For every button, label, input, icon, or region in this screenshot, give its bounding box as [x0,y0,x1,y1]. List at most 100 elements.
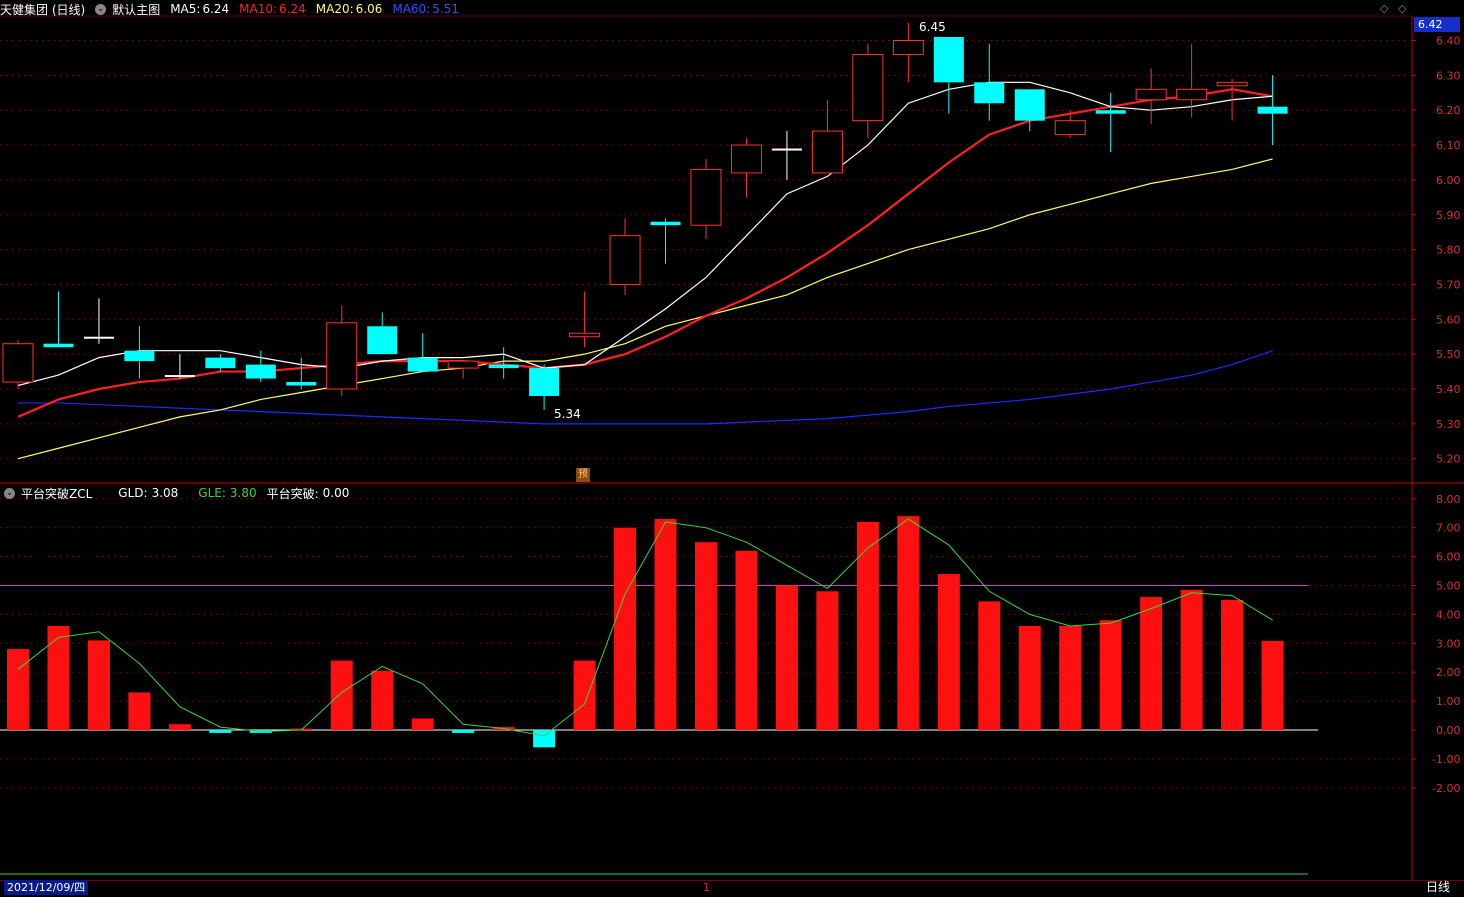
price-tick-label: 5.70 [1436,278,1461,291]
candle-body [124,350,155,362]
ma60-label: MA60: [392,2,431,16]
period-label[interactable]: 日线 [1426,880,1451,894]
indicator-bar [1140,597,1163,730]
price-tick-label: 6.30 [1436,69,1461,82]
candle [1014,89,1045,132]
candle [367,312,398,355]
candle-body [650,221,681,226]
indicator-bar [533,730,556,748]
candle [569,291,601,348]
current-price-tag: 6.42 [1414,17,1460,32]
indicator-name[interactable]: 平台突破ZCL [21,486,93,501]
ma20-line [17,158,1273,460]
chevron-down-icon[interactable]: ⌄ [95,3,107,15]
price-tick-label: 5.50 [1436,348,1461,361]
candle-body [933,37,964,83]
candle [1257,75,1288,146]
indicator-bar [816,591,839,730]
diamond-icon[interactable]: ◇ [1380,2,1389,15]
value-tick-label: 5.00 [1436,580,1461,593]
price-tick-label: 6.40 [1436,35,1461,48]
candle [83,298,114,344]
candle-body [367,326,398,355]
candle-body [771,148,802,151]
price-tick-label: 6.10 [1436,139,1461,152]
candle [609,218,641,295]
stock-name[interactable]: 天健集团 (日线) [0,2,86,17]
candle [974,43,1005,121]
candle-body [609,235,641,285]
candles [2,23,1288,410]
axis-marker: 1 [703,881,710,894]
candle-body [1054,120,1086,136]
template-name[interactable]: 默认主图 [112,2,161,17]
indicator-bar [897,516,920,730]
indicator-bar [1099,620,1122,730]
ma60-line [18,350,1273,425]
candle [771,131,802,180]
ma5-value: 6.24 [202,2,230,16]
candle [529,364,560,410]
candle-body [569,332,601,338]
ma20-value: 6.06 [355,2,383,16]
ma-lines [17,81,1273,460]
candle-body [83,336,114,339]
price-tick-label: 6.20 [1436,104,1461,117]
candle [326,305,358,396]
indicator-bar [87,640,110,730]
price-tick-label: 5.40 [1436,383,1461,396]
indicator-bar [452,730,475,733]
candle [730,138,762,198]
indicator-bar [1018,625,1041,730]
indicator-bar [1059,625,1082,730]
chevron-down-icon[interactable]: ⌄ [4,487,15,499]
indicator-bar [128,692,151,730]
value-tick-label: 8.00 [1436,493,1461,506]
pre-marker: 预 [576,468,590,482]
indicator-bar [290,728,313,731]
indicator-bar [614,527,637,730]
candle-body [164,375,195,378]
indicator-bar [209,730,232,733]
price-tick-label: 6.00 [1436,174,1461,187]
indicator-bar [330,660,353,730]
candle [43,291,74,348]
candle-body [1095,110,1126,114]
value-tick-label: -1.00 [1432,753,1460,766]
candle-body [1014,89,1045,121]
candle-body [488,364,519,369]
candle [892,23,924,83]
indicator-bar [694,542,717,730]
indicator-bar [573,660,596,730]
candle-body [1135,88,1167,101]
value-tick-label: 3.00 [1436,637,1461,650]
candle [407,333,438,372]
candle [286,357,317,389]
indicator-bar [775,585,798,730]
candle-body [690,168,722,226]
value-tick-label: 4.00 [1436,608,1461,621]
candle-body [245,364,276,379]
gld-value: 3.08 [151,486,179,500]
candle [650,218,681,264]
cursor-date: 2021/12/09/四 [4,880,89,895]
candle-body [286,382,317,386]
ma60-value: 5.51 [432,2,459,16]
diamond-icon-2[interactable]: ◇ [1398,2,1407,15]
candle-body [811,130,843,174]
candle-body [1216,81,1248,87]
candle [205,354,236,372]
candle-body [1176,88,1208,101]
main-legend: 天健集团 (日线) ⌄ 默认主图 MA5: 6.24 MA10: 6.24 MA20… [0,0,459,18]
candle [852,43,884,139]
chart-frame [0,15,1464,880]
value-tick-label: 2.00 [1436,666,1461,679]
indicator-bar [168,724,191,730]
indicator-bar [654,519,677,730]
gld-label: GLD: [118,486,148,500]
ma5-line [17,81,1273,387]
candle [690,158,722,240]
candle-body [974,82,1005,104]
ma5-label: MA5: [170,2,201,16]
